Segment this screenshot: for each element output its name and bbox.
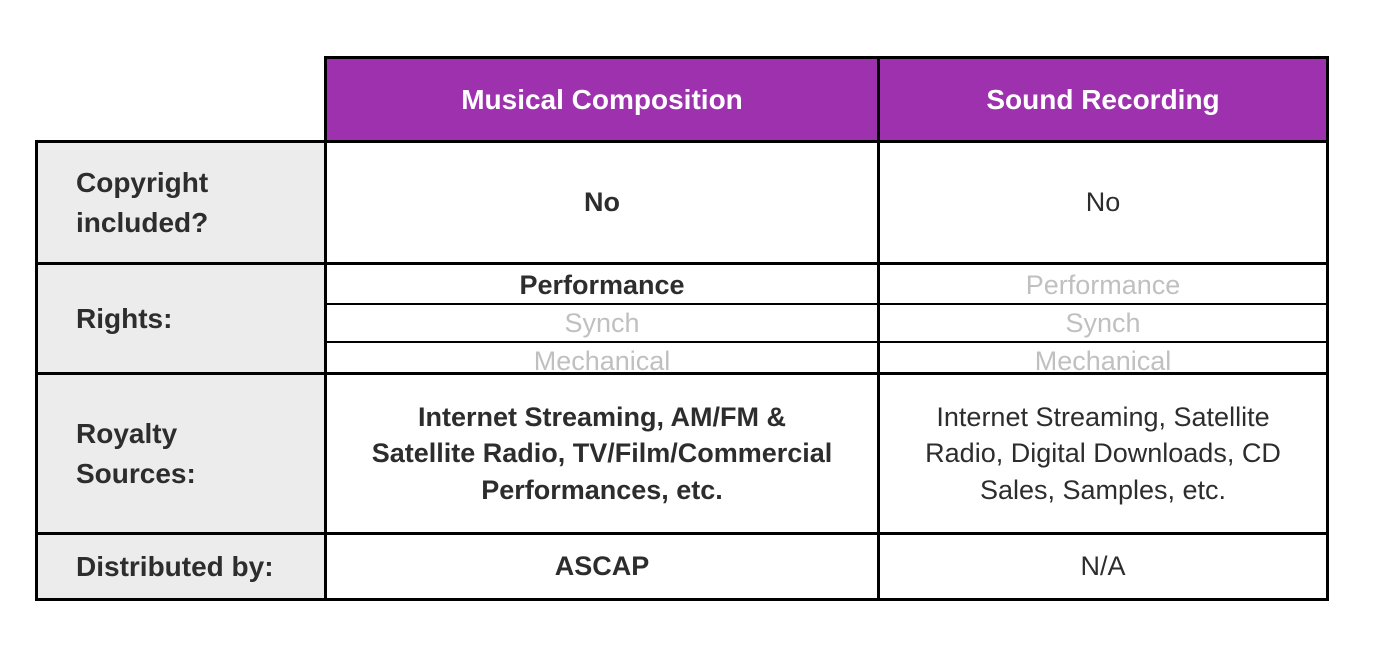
rights-sound-performance: Performance (1025, 269, 1181, 300)
rights-sound-synch: Synch (880, 302, 1326, 341)
cell-rights-sound: Performance Synch Mechanical (877, 262, 1329, 376)
cell-copyright-musical: No (324, 140, 880, 265)
row-distributed-by: Distributed by: ASCAP N/A (35, 532, 1329, 601)
rights-musical-performance: Performance (519, 269, 685, 300)
cell-rights-musical: Performance Synch Mechanical (324, 262, 880, 376)
corner-spacer (37, 58, 326, 142)
row-label-rights: Rights: (35, 262, 327, 375)
rights-sound-mechanical: Mechanical (880, 341, 1326, 379)
cell-distributed-sound: N/A (877, 532, 1329, 601)
rights-sound-stack: Performance Synch Mechanical (880, 267, 1326, 376)
row-label-copyright-included: Copyright included? (35, 140, 327, 265)
column-header-musical-composition: Musical Composition (324, 56, 880, 143)
cell-copyright-sound: No (877, 140, 1329, 265)
copyright-comparison-table: Musical Composition Sound Recording Copy… (35, 56, 1329, 601)
rights-musical-synch: Synch (327, 302, 877, 341)
row-label-distributed-by: Distributed by: (35, 532, 327, 601)
column-header-sound-recording: Sound Recording (877, 56, 1329, 143)
cell-distributed-musical: ASCAP (324, 532, 880, 601)
cell-royalty-sound: Internet Streaming, Satellite Radio, Dig… (877, 372, 1329, 535)
rights-musical-stack: Performance Synch Mechanical (327, 267, 877, 376)
header-row: Musical Composition Sound Recording (37, 56, 1329, 143)
row-label-royalty-sources: Royalty Sources: (35, 372, 327, 535)
row-rights: Rights: Performance Synch Mechanical Per… (35, 262, 1329, 376)
rights-musical-mechanical: Mechanical (327, 341, 877, 379)
cell-royalty-musical: Internet Streaming, AM/FM & Satellite Ra… (324, 372, 880, 535)
row-copyright-included: Copyright included? No No (35, 140, 1329, 265)
row-royalty-sources: Royalty Sources: Internet Streaming, AM/… (35, 372, 1329, 535)
